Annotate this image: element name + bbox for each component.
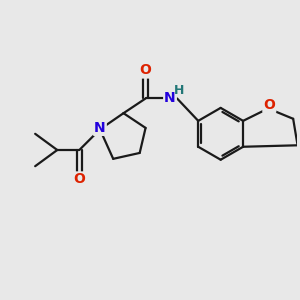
Text: H: H xyxy=(174,84,184,97)
Text: O: O xyxy=(263,98,275,112)
Text: N: N xyxy=(94,121,106,135)
Text: O: O xyxy=(74,172,85,186)
Text: N: N xyxy=(164,91,176,105)
Text: O: O xyxy=(140,64,152,77)
